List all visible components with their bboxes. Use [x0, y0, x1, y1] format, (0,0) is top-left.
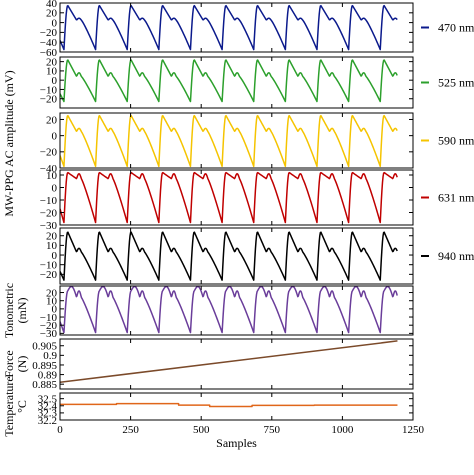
plot-frame-ppg940 — [59, 227, 414, 285]
y-tick-label-ppg940: 20 — [46, 231, 58, 243]
y-tick-label-ppg590: −40 — [40, 163, 58, 175]
y-tick-label-force: 0.9 — [43, 350, 57, 362]
y-tick-label-ppg525: 0 — [52, 75, 58, 87]
panel-ppg590: 20 0 −20 −40 590 nm — [40, 112, 474, 175]
plot-frame-ppg470 — [59, 2, 414, 53]
y-tick-label-ppg631: 10 — [46, 170, 58, 182]
y-tick-label-ppg631: −20 — [40, 207, 58, 219]
y-tick-label-ppg470: −20 — [40, 27, 58, 39]
series-line-temp — [60, 402, 398, 408]
panel-temp: 32.532.432.332.2 Temperature °C — [2, 376, 414, 437]
y-tick-label-temp: 32.2 — [38, 415, 57, 427]
y-tick-label-ppg470: 20 — [46, 8, 58, 20]
y-tick-label-ppg470: −40 — [40, 37, 58, 49]
series-line-tono — [60, 286, 398, 334]
y-tick-label-ppg470: 40 — [46, 0, 58, 10]
y-tick-label-tono: 0 — [52, 304, 58, 316]
y-tick-label-ppg525: −20 — [40, 94, 58, 106]
y-tick-label-tono: −30 — [40, 328, 58, 340]
x-axis-title: Samples — [216, 436, 257, 450]
x-tick-label: 750 — [264, 424, 281, 436]
x-tick-label: 0 — [57, 424, 63, 436]
y-tick-label-tono: −20 — [40, 320, 58, 332]
series-line-ppg940 — [60, 231, 398, 281]
series-line-ppg590 — [60, 114, 398, 168]
y-axis-title-temp: Temperature — [2, 376, 16, 436]
y-axis-title-tono: Tonometric — [2, 283, 16, 338]
y-tick-label-temp: 32.3 — [38, 408, 58, 420]
legend-label-ppg590: 590 nm — [438, 134, 474, 148]
plot-frame-ppg525 — [59, 56, 414, 109]
y-tick-label-force: 0.905 — [32, 341, 57, 353]
shared-y-axis-title: MW-PPG AC amplitude (mV) — [2, 70, 16, 216]
y-tick-label-ppg590: 20 — [46, 114, 58, 126]
x-tick-label: 500 — [193, 424, 210, 436]
plot-frame-force — [59, 338, 414, 390]
legend-label-ppg940: 940 nm — [438, 249, 474, 263]
y-tick-label-ppg470: −60 — [40, 47, 58, 59]
y-tick-label-force: 0.89 — [38, 369, 58, 381]
series-line-ppg470 — [60, 4, 398, 51]
y-tick-label-force: 0.895 — [32, 360, 57, 372]
y-tick-label-ppg525: 10 — [46, 66, 58, 78]
y-tick-label-ppg590: 0 — [52, 130, 58, 142]
y-tick-label-tono: 20 — [46, 287, 58, 299]
x-tick-label: 1250 — [402, 424, 425, 436]
series-line-ppg525 — [60, 59, 398, 103]
plot-frame-temp — [59, 392, 414, 421]
y-tick-label-tono: 10 — [46, 296, 58, 308]
plot-frame-ppg631 — [59, 169, 414, 226]
x-tick-label: 1000 — [331, 424, 354, 436]
y-axis-title-temp: °C — [15, 400, 29, 413]
y-tick-label-ppg631: −10 — [40, 195, 58, 207]
legend-label-ppg631: 631 nm — [438, 191, 474, 205]
y-tick-label-ppg525: 20 — [46, 56, 58, 68]
y-axis-title-force: (N) — [15, 356, 29, 373]
y-tick-label-ppg940: 0 — [52, 250, 58, 262]
panel-ppg631: 100−10−20−30 631 nm — [40, 169, 474, 232]
y-tick-label-ppg470: 0 — [52, 17, 58, 29]
plot-frame-ppg590 — [59, 112, 414, 169]
y-axis-title-force: Force — [2, 350, 16, 377]
y-tick-label-ppg940: −20 — [40, 269, 58, 281]
series-line-ppg631 — [60, 171, 398, 224]
y-tick-label-ppg590: −20 — [40, 147, 58, 159]
y-tick-label-ppg940: −10 — [40, 259, 58, 271]
y-axis-title-tono: (mN) — [15, 298, 29, 324]
y-tick-label-ppg631: 0 — [52, 182, 58, 194]
y-tick-label-temp: 32.4 — [38, 401, 58, 413]
legend-label-ppg470: 470 nm — [438, 21, 474, 35]
y-tick-label-ppg631: −30 — [40, 220, 58, 232]
y-tick-label-temp: 32.5 — [38, 393, 58, 405]
y-tick-label-ppg525: −10 — [40, 84, 58, 96]
series-line-force — [60, 340, 398, 384]
y-tick-label-force: 0.885 — [32, 379, 57, 391]
legend-label-ppg525: 525 nm — [438, 76, 474, 90]
plot-frame-tono — [59, 285, 414, 336]
y-tick-label-ppg940: 10 — [46, 240, 58, 252]
y-tick-label-tono: −10 — [40, 312, 58, 324]
x-tick-label: 250 — [122, 424, 139, 436]
